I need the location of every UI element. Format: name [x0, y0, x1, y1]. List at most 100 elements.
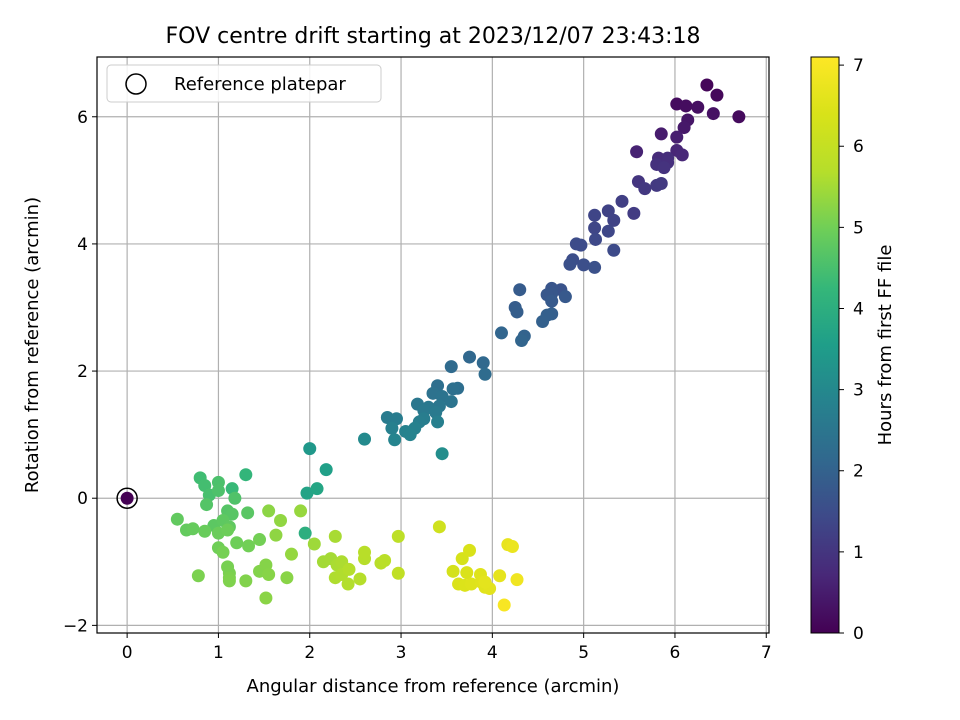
- data-point: [241, 506, 255, 520]
- data-point: [262, 504, 276, 518]
- data-point: [262, 568, 276, 582]
- data-point: [478, 575, 492, 589]
- data-point: [294, 504, 308, 518]
- data-point: [505, 540, 519, 554]
- data-point: [341, 577, 355, 591]
- data-point: [615, 194, 629, 208]
- data-point: [607, 213, 621, 227]
- data-point: [545, 294, 559, 308]
- data-point: [228, 491, 242, 505]
- data-point: [198, 524, 212, 538]
- data-point: [300, 486, 314, 500]
- data-point: [627, 206, 641, 220]
- data-point: [358, 545, 372, 559]
- data-point: [478, 367, 492, 381]
- data-point: [675, 148, 689, 162]
- data-point: [310, 482, 324, 496]
- data-point: [378, 554, 392, 568]
- data-point: [497, 598, 511, 612]
- x-tick-label: 2: [304, 643, 315, 663]
- colorbar-ticks: 0 1 2 3 4 5 6 7: [839, 56, 864, 644]
- data-point: [385, 421, 399, 435]
- data-point: [670, 130, 684, 144]
- data-point: [431, 415, 445, 429]
- data-point: [242, 539, 256, 553]
- legend-label: Reference platepar: [174, 74, 346, 95]
- colorbar-label: Hours from first FF file: [875, 245, 896, 446]
- data-point: [225, 507, 239, 521]
- colorbar-tick-label: 6: [853, 137, 864, 157]
- data-point: [706, 107, 720, 121]
- legend: Reference platepar: [106, 64, 382, 103]
- data-point: [691, 100, 705, 114]
- data-point: [444, 395, 458, 409]
- data-point: [460, 566, 474, 580]
- data-point: [435, 447, 449, 461]
- x-axis-ticks: 0 1 2 3 4 5 6 7: [122, 633, 772, 663]
- y-tick-label: 2: [77, 362, 88, 382]
- data-point: [463, 543, 477, 557]
- data-point: [432, 520, 446, 534]
- data-point: [710, 88, 724, 102]
- data-point: [269, 528, 283, 542]
- colorbar-tick-label: 5: [853, 218, 864, 238]
- reference-point: [120, 491, 134, 505]
- x-tick-label: 6: [670, 643, 681, 663]
- x-tick-label: 1: [213, 643, 224, 663]
- data-point: [222, 574, 236, 588]
- colorbar-tick-label: 2: [853, 462, 864, 482]
- data-point: [654, 127, 668, 141]
- data-points: [116, 78, 746, 612]
- data-point: [657, 161, 671, 175]
- data-point: [638, 182, 652, 196]
- colorbar-gradient: [810, 56, 840, 634]
- data-point: [513, 283, 527, 297]
- x-axis-label: Angular distance from reference (arcmin): [247, 676, 620, 697]
- colorbar-tick-label: 0: [853, 624, 864, 644]
- x-tick-label: 5: [578, 643, 589, 663]
- colorbar-tick-label: 7: [853, 56, 864, 76]
- data-point: [493, 569, 507, 583]
- data-point: [563, 257, 577, 271]
- data-point: [391, 566, 405, 580]
- data-point: [464, 577, 478, 591]
- data-point: [319, 463, 333, 477]
- data-point: [303, 442, 317, 456]
- data-point: [200, 498, 214, 512]
- data-point: [230, 536, 244, 550]
- legend-marker: [125, 73, 147, 95]
- data-point: [328, 529, 342, 543]
- y-tick-label: −2: [63, 616, 88, 636]
- colorbar: 0 1 2 3 4 5 6 7 Hours from first FF file: [810, 56, 896, 644]
- plot-frame: [96, 56, 770, 634]
- data-point: [446, 382, 460, 396]
- data-point: [353, 572, 367, 586]
- colorbar-tick-label: 3: [853, 381, 864, 401]
- data-point: [403, 428, 417, 442]
- data-point: [307, 537, 321, 551]
- data-point: [515, 334, 529, 348]
- data-point: [444, 360, 458, 374]
- data-point: [280, 571, 294, 585]
- data-point: [259, 591, 273, 605]
- data-point: [607, 243, 621, 257]
- data-point: [298, 526, 312, 540]
- data-point: [211, 484, 225, 498]
- data-point: [463, 350, 477, 364]
- grid-lines: [97, 57, 769, 633]
- data-point: [558, 290, 572, 304]
- reference-marker: [116, 487, 138, 509]
- data-point: [476, 356, 490, 370]
- data-point: [284, 547, 298, 561]
- data-point: [654, 177, 668, 191]
- data-point: [274, 513, 288, 527]
- data-point: [494, 326, 508, 340]
- data-point: [446, 564, 460, 578]
- data-point: [186, 522, 200, 536]
- y-axis-ticks: −2 0 2 4 6: [63, 108, 97, 636]
- x-tick-label: 3: [396, 643, 407, 663]
- data-point: [732, 110, 746, 124]
- data-point: [170, 512, 184, 526]
- data-point: [677, 121, 691, 135]
